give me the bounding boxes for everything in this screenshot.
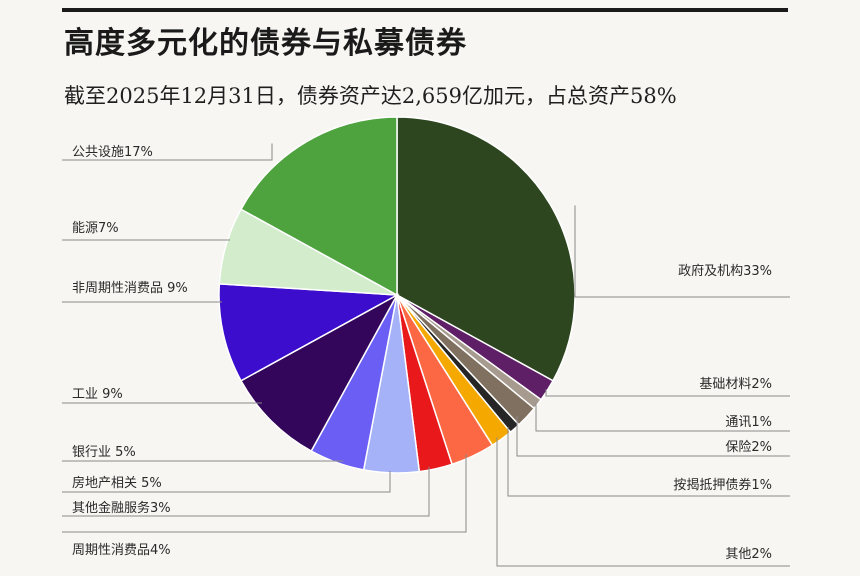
slice-label: 银行业 5% bbox=[72, 445, 136, 460]
pie-slice bbox=[240, 293, 399, 452]
slice-label: 其他金融服务3% bbox=[72, 500, 171, 516]
leader-line bbox=[574, 205, 790, 298]
pie-slices bbox=[218, 116, 576, 474]
leader-line bbox=[62, 470, 391, 493]
page-title: 高度多元化的债券与私募债券 bbox=[64, 26, 467, 61]
slice-label: 保险2% bbox=[725, 440, 772, 455]
pie-slice bbox=[240, 116, 398, 297]
leader-line bbox=[535, 402, 790, 432]
slice-label: 能源7% bbox=[72, 221, 119, 236]
leader-line bbox=[507, 427, 790, 497]
leader-line bbox=[62, 143, 273, 161]
slice-label: 其他2% bbox=[725, 547, 772, 562]
page-subtitle: 截至2025年12月31日，债券资产达2,659亿加元，占总资产58% bbox=[64, 84, 677, 108]
slice-label: 通讯1% bbox=[725, 415, 772, 430]
leader-line bbox=[62, 454, 467, 533]
slice-label: 房地产相关 5% bbox=[72, 475, 162, 491]
slice-labels: 政府及机构33% 基础材料2% 通讯1% 保险2% 按揭抵押债券1% 其他2% 周期性消费品… bbox=[72, 145, 772, 562]
pie-slice bbox=[396, 116, 576, 382]
top-rule bbox=[62, 8, 788, 12]
slice-label: 基础材料2% bbox=[699, 377, 772, 392]
slice-label: 公共设施17% bbox=[72, 145, 153, 160]
leader-line bbox=[496, 437, 790, 567]
leader-lines bbox=[62, 143, 790, 567]
leader-line bbox=[545, 389, 790, 397]
slice-label: 非周期性消费品 9% bbox=[72, 281, 188, 296]
slice-label: 按揭抵押债券1% bbox=[673, 477, 772, 493]
slice-label: 政府及机构33% bbox=[678, 264, 772, 279]
pie-slice bbox=[218, 283, 400, 382]
leader-line bbox=[516, 415, 790, 457]
leader-line bbox=[62, 466, 430, 517]
slice-label: 周期性消费品4% bbox=[72, 543, 171, 558]
slice-label: 工业 9% bbox=[72, 387, 123, 402]
